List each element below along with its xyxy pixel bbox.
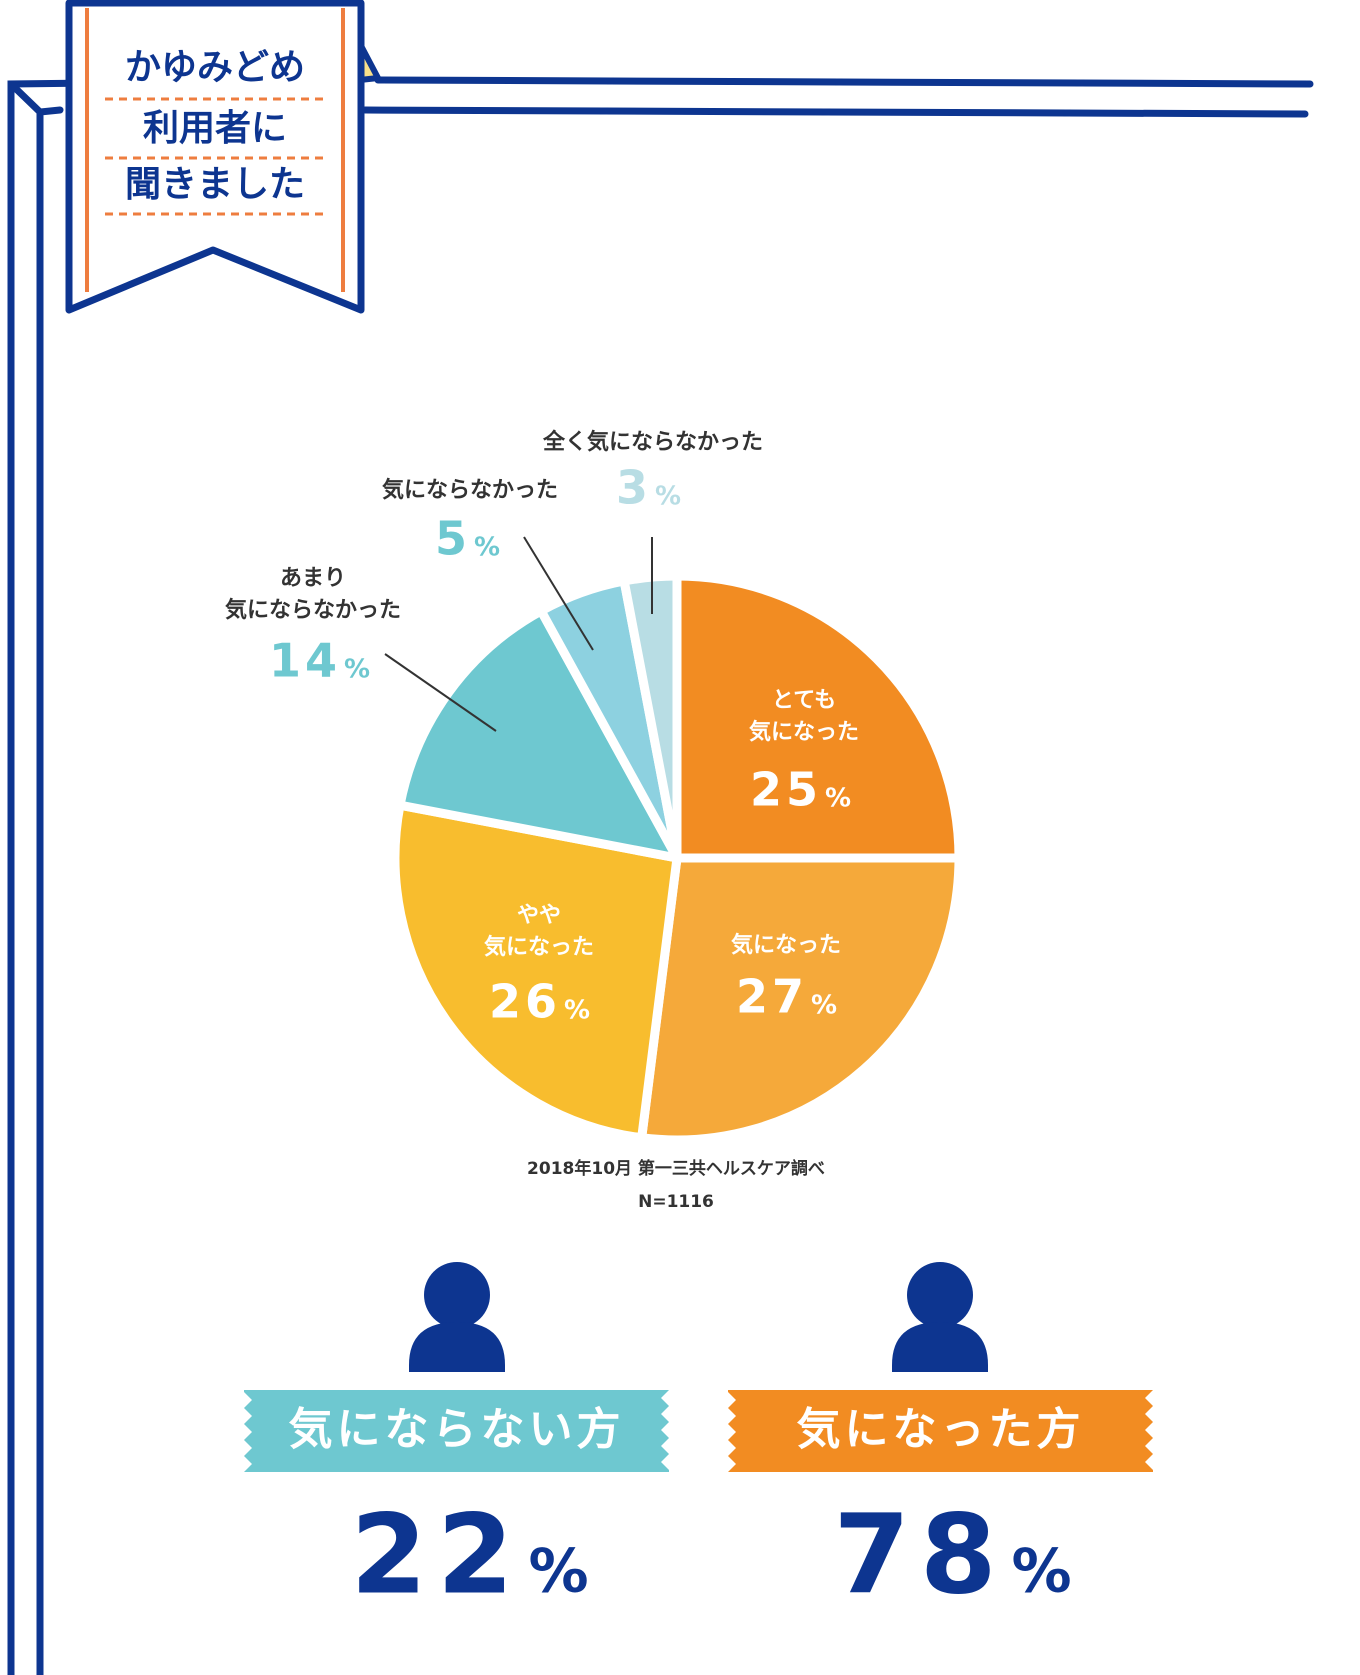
pie-slice — [637, 853, 964, 1145]
slice-unit: % — [825, 784, 851, 814]
ribbon-text: かゆみどめ — [125, 47, 305, 88]
slice-unit: % — [811, 991, 837, 1021]
summary: 気にならない方 22 % 気になった方 78% — [244, 1262, 1153, 1618]
summary-unit: % — [528, 1537, 588, 1607]
person-body — [409, 1322, 505, 1372]
slice-label: 気になった — [731, 932, 841, 958]
summary-banner — [244, 1390, 669, 1472]
leader-line — [523, 536, 594, 651]
ribbon-text: 利用者に — [143, 108, 287, 149]
pie-slice — [672, 571, 964, 863]
leader-line — [384, 653, 497, 732]
summary-label: 気になった方 — [797, 1404, 1085, 1455]
summary-value: 78 — [833, 1490, 1006, 1618]
slice-value: 14 — [269, 634, 341, 688]
ribbon-stripes — [85, 8, 345, 292]
person-head — [424, 1262, 490, 1328]
slice-label: やや気になった — [484, 903, 594, 960]
slice-value: 26 — [489, 975, 561, 1029]
slice-unit: % — [474, 533, 500, 563]
summary-banner — [728, 1390, 1153, 1472]
slice-label: 全く気にならなかった — [542, 429, 763, 455]
pie-slice — [390, 800, 682, 1143]
slice-unit: % — [564, 996, 590, 1026]
slice-label: とても気になった — [749, 688, 859, 745]
slice-value: 5 — [435, 512, 471, 566]
pie-slice — [619, 571, 682, 863]
ribbon — [65, 0, 365, 314]
ribbon-text: 聞きました — [125, 164, 305, 205]
sample-size: N=1116 — [638, 1192, 714, 1212]
person-head — [907, 1262, 973, 1328]
slice-value: 25 — [750, 763, 822, 817]
slice-label: あまり気にならなかった — [225, 566, 401, 623]
summary-unit: % — [1011, 1537, 1071, 1607]
summary-label: 気にならない方 — [289, 1404, 625, 1455]
slice-unit: % — [344, 655, 370, 685]
person-body — [892, 1322, 988, 1372]
pie-slice — [395, 606, 682, 863]
slice-unit: % — [655, 482, 681, 512]
slice-value: 3 — [616, 461, 652, 515]
slice-value: 27 — [736, 970, 808, 1024]
source: 2018年10月 第一三共ヘルスケア調べ — [527, 1158, 825, 1179]
summary-value: 22 — [350, 1490, 523, 1618]
slice-label: 気にならなかった — [382, 477, 558, 503]
pie: とても気になった 25 % 気になった 27 % やや気になった 26 % あまり気にならなかった… — [225, 429, 964, 1145]
frame-corner — [7, 80, 44, 116]
ribbon-dashes — [105, 97, 325, 216]
